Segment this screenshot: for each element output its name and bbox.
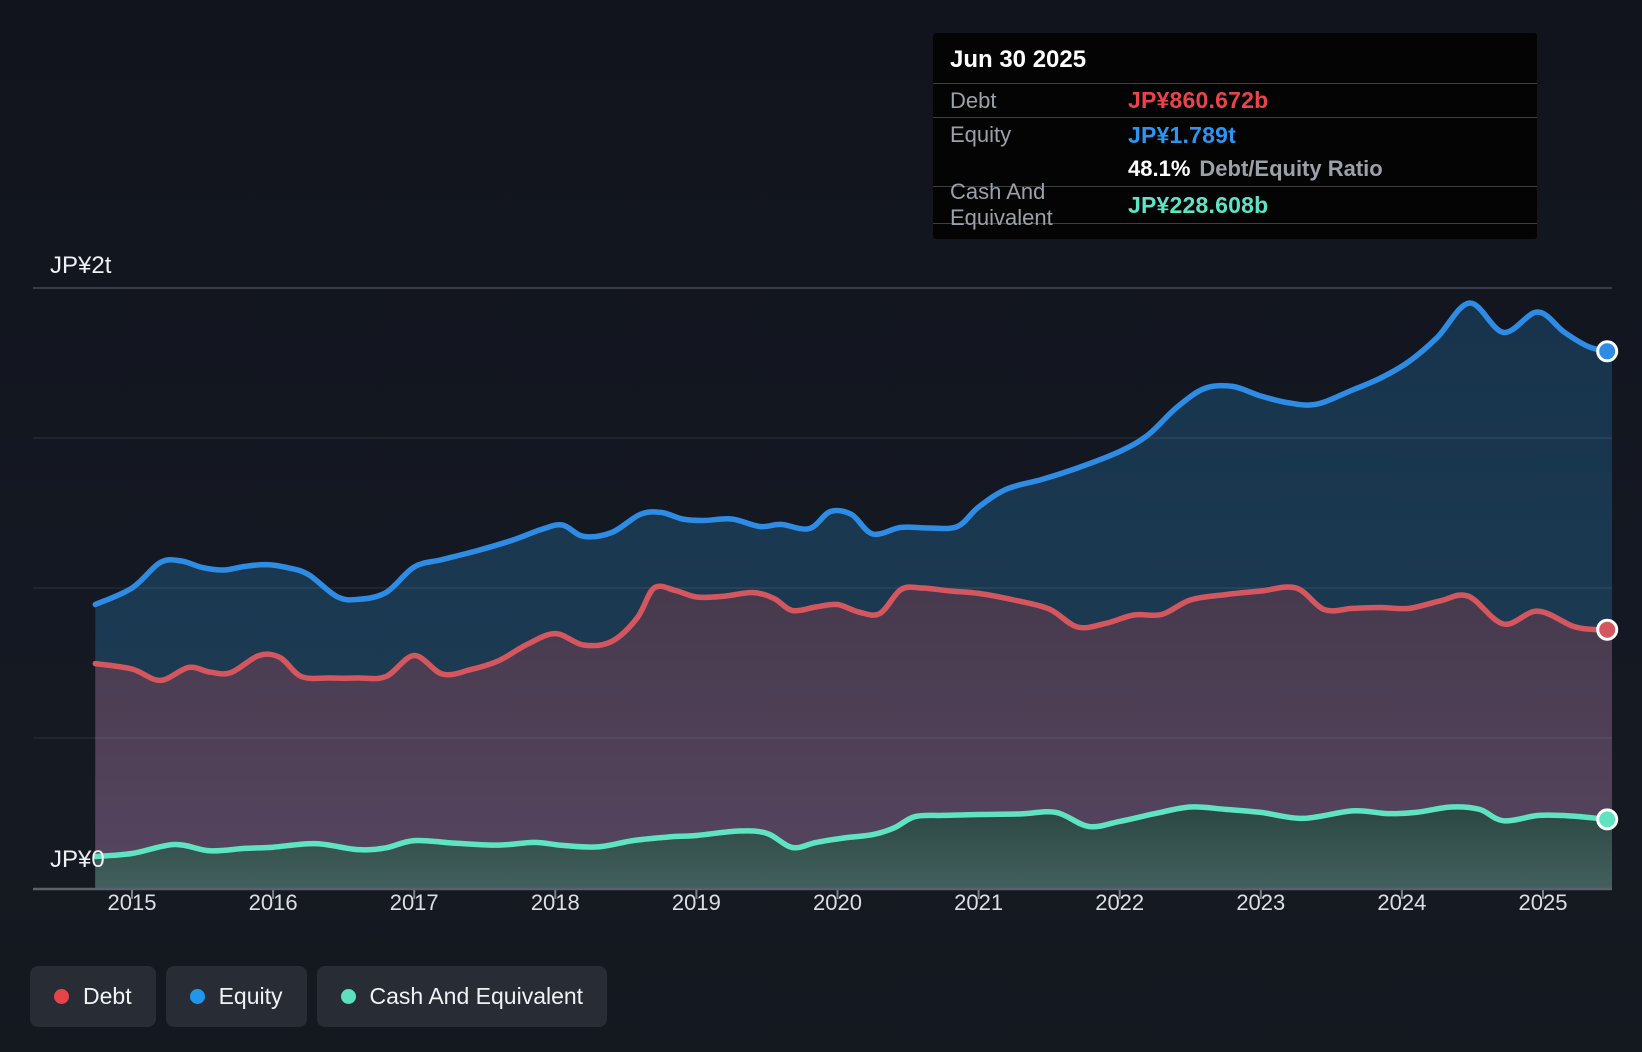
tooltip-cash-value: JP¥228.608b	[1128, 192, 1268, 219]
tooltip-equity-row: Equity JP¥1.789t	[933, 117, 1537, 152]
x-axis-label-2024: 2024	[1354, 890, 1450, 916]
x-axis-label-2023: 2023	[1213, 890, 1309, 916]
x-axis-label-2021: 2021	[931, 890, 1027, 916]
x-axis-label-2019: 2019	[648, 890, 744, 916]
tooltip-date: Jun 30 2025	[933, 33, 1537, 83]
cash-legend-dot-icon	[341, 989, 356, 1004]
x-axis-label-2020: 2020	[790, 890, 886, 916]
legend-item-debt[interactable]: Debt	[30, 966, 156, 1027]
equity-legend-dot-icon	[190, 989, 205, 1004]
x-axis-label-2025: 2025	[1495, 890, 1591, 916]
tooltip-ratio-value: 48.1%	[1128, 156, 1190, 181]
tooltip-equity-label: Equity	[950, 122, 1128, 148]
x-axis-label-2016: 2016	[225, 890, 321, 916]
tooltip-debt-label: Debt	[950, 88, 1128, 114]
legend: Debt Equity Cash And Equivalent	[30, 966, 607, 1027]
y-axis-label-0: JP¥0	[50, 846, 105, 874]
tooltip-debt-value: JP¥860.672b	[1128, 87, 1268, 114]
x-axis-label-2017: 2017	[366, 890, 462, 916]
tooltip-cash-row: Cash And Equivalent JP¥228.608b	[933, 186, 1537, 224]
debt-endpoint-marker[interactable]	[1598, 620, 1617, 639]
x-axis-label-2018: 2018	[507, 890, 603, 916]
tooltip-ratio-label: Debt/Equity Ratio	[1199, 156, 1382, 181]
tooltip-ratio-text: 48.1% Debt/Equity Ratio	[1128, 156, 1383, 182]
legend-item-cash[interactable]: Cash And Equivalent	[317, 966, 608, 1027]
legend-debt-label: Debt	[83, 983, 132, 1010]
legend-equity-label: Equity	[219, 983, 283, 1010]
tooltip-equity-value: JP¥1.789t	[1128, 122, 1236, 149]
legend-cash-label: Cash And Equivalent	[370, 983, 584, 1010]
tooltip-cash-label: Cash And Equivalent	[950, 179, 1128, 231]
debt-legend-dot-icon	[54, 989, 69, 1004]
chart-root: JP¥2t JP¥0 2015 2016 2017 2018 2019 2020 2021 2…	[0, 0, 1642, 1052]
equity-endpoint-marker[interactable]	[1598, 342, 1617, 361]
legend-item-equity[interactable]: Equity	[166, 966, 307, 1027]
x-axis-label-2015: 2015	[84, 890, 180, 916]
chart-tooltip: Jun 30 2025 Debt JP¥860.672b Equity JP¥1…	[933, 33, 1537, 239]
cash-and-equivalent-endpoint-marker[interactable]	[1598, 810, 1617, 829]
y-axis-label-2t: JP¥2t	[50, 252, 111, 280]
tooltip-debt-row: Debt JP¥860.672b	[933, 83, 1537, 117]
x-axis-label-2022: 2022	[1072, 890, 1168, 916]
